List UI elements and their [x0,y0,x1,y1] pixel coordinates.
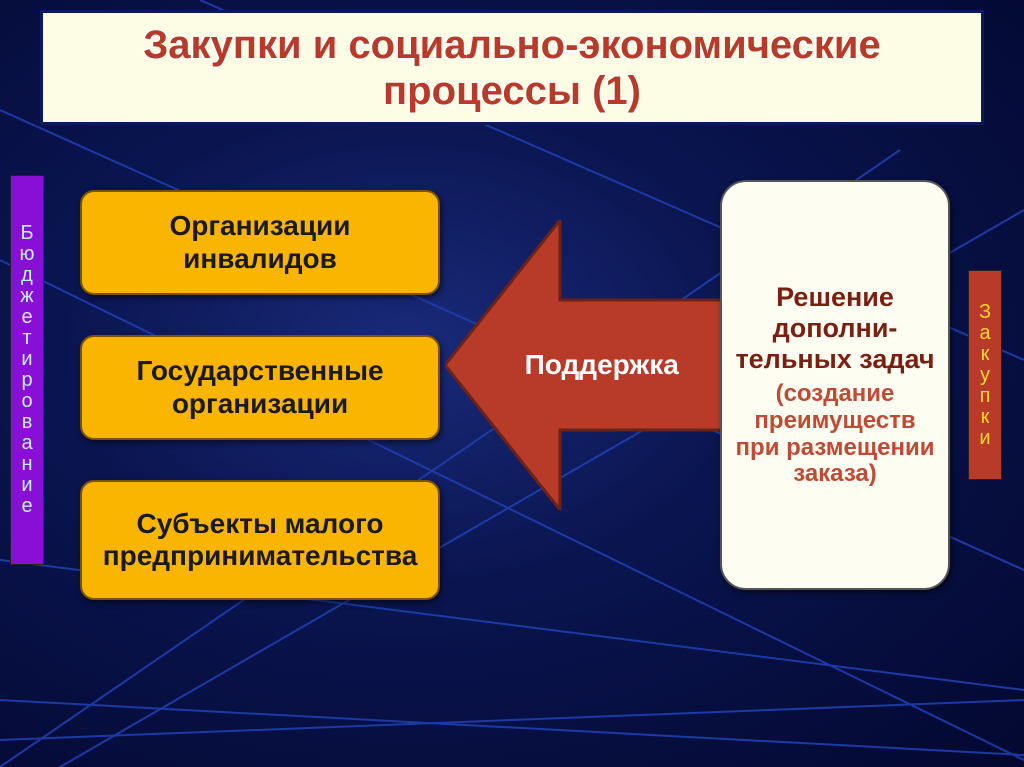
vchar: в [22,412,33,433]
support-arrow: Поддержка [445,220,730,510]
box-disabled-organizations: Организации инвалидов [80,190,440,295]
vchar: у [980,365,990,386]
vchar: т [22,328,31,349]
slide-title: Закупки и социально-экономические процес… [63,22,961,114]
vchar: Б [20,223,33,244]
result-panel: Решение дополни-тельных задач (создание … [720,180,950,590]
vchar: о [21,391,32,412]
vchar: е [21,496,32,517]
vchar: а [979,323,990,344]
vchar: е [21,307,32,328]
vchar: и [21,349,32,370]
right-vertical-label-procurement: Закупки [968,270,1002,480]
title-panel: Закупки и социально-экономические процес… [40,10,984,125]
box-small-business: Субъекты малого предпринимательства [80,480,440,600]
result-subtitle: (создание преимуществ при размещении зак… [734,381,936,489]
box-label: Организации инвалидов [92,210,428,274]
vchar: а [21,433,32,454]
box-label: Субъекты малого предпринимательства [92,508,428,572]
vchar: и [21,475,32,496]
result-title: Решение дополни-тельных задач [734,282,936,375]
vchar: к [981,344,990,365]
box-state-organizations: Государственные организации [80,335,440,440]
arrow-label: Поддержка [525,349,679,381]
vchar: н [21,454,32,475]
vchar: и [979,428,990,449]
vchar: ж [20,286,33,307]
left-vertical-label-budgeting: Бюджетирование [10,175,44,565]
vchar: к [981,407,990,428]
vchar: р [21,370,32,391]
vchar: З [979,302,991,323]
vchar: д [21,265,33,286]
vchar: п [980,386,991,407]
box-label: Государственные организации [92,355,428,419]
vchar: ю [20,244,35,265]
